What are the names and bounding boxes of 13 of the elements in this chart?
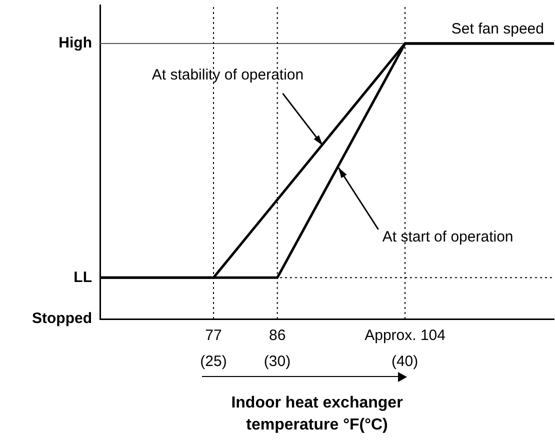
text: Set fan speed	[451, 20, 544, 38]
x2-tick-label: (40)	[391, 353, 418, 370]
x-tick-label: 77	[205, 327, 222, 344]
x-tick-label: 86	[269, 327, 286, 344]
text: Stopped	[32, 310, 92, 328]
x-tick-label: Approx. 104	[364, 327, 446, 344]
annotation: At stability of operation	[152, 66, 304, 84]
ref-line-label: LL	[74, 268, 92, 286]
annotation: At start of operation	[382, 228, 514, 246]
ref-line-label: High	[58, 34, 92, 52]
x2-tick-label: (30)	[264, 353, 291, 370]
x2-tick-label: (25)	[200, 353, 227, 370]
x-axis-title: Indoor heat exchanger temperature °F(°C)	[231, 394, 403, 434]
